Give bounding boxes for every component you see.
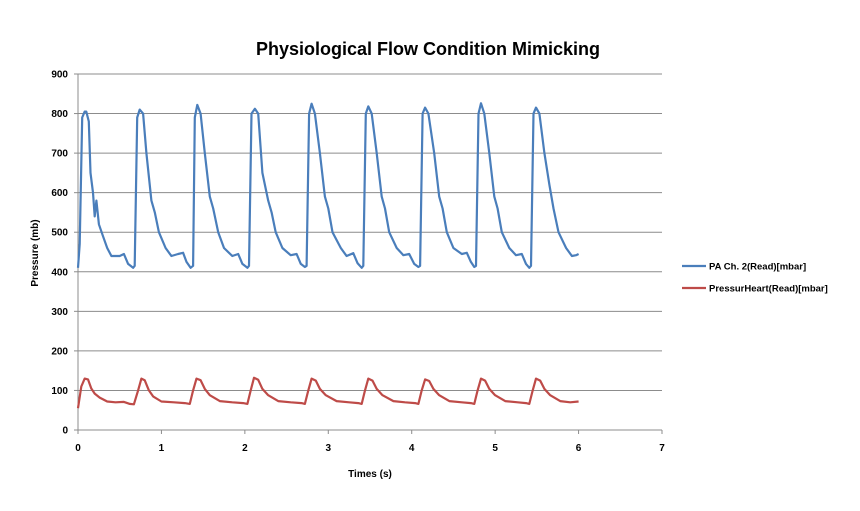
y-tick-label: 400 — [51, 267, 68, 278]
legend-label-2: PressurHeart(Read)[mbar] — [709, 284, 828, 295]
y-tick-labels: 0 100 200 300 400 500 600 700 800 900 — [51, 70, 68, 437]
y-tick-label: 600 — [51, 188, 68, 199]
x-tick-label: 6 — [576, 443, 582, 454]
y-tick-label: 300 — [51, 307, 68, 318]
chart-title: Physiological Flow Condition Mimicking — [256, 39, 600, 59]
x-axis-label: Times (s) — [348, 469, 392, 480]
y-tick-label: 700 — [51, 149, 68, 160]
series-line-1 — [76, 102, 580, 269]
y-tick-label: 200 — [51, 346, 68, 357]
legend-label-1: PA Ch. 2(Read)[mbar] — [709, 262, 806, 273]
legend: PA Ch. 2(Read)[mbar] PressurHeart(Read)[m… — [682, 262, 828, 295]
x-tick-label: 3 — [326, 443, 332, 454]
x-tick-label: 2 — [242, 443, 248, 454]
y-tick-label: 500 — [51, 228, 68, 239]
series-line-2 — [76, 376, 579, 409]
y-axis-label: Pressure (mb) — [30, 219, 41, 286]
grid-lines — [78, 73, 662, 391]
x-tick-label: 4 — [409, 443, 415, 454]
y-tick-label: 800 — [51, 109, 68, 120]
y-tick-label: 900 — [51, 70, 68, 81]
axes — [74, 73, 663, 434]
x-tick-label: 0 — [75, 443, 81, 454]
x-tick-label: 7 — [659, 443, 665, 454]
y-tick-label: 0 — [62, 426, 68, 437]
y-tick-label: 100 — [51, 386, 68, 397]
x-tick-labels: 0 1 2 3 4 5 6 7 — [75, 443, 665, 454]
data-series — [76, 102, 580, 409]
x-tick-label: 5 — [492, 443, 498, 454]
x-tick-label: 1 — [159, 443, 165, 454]
